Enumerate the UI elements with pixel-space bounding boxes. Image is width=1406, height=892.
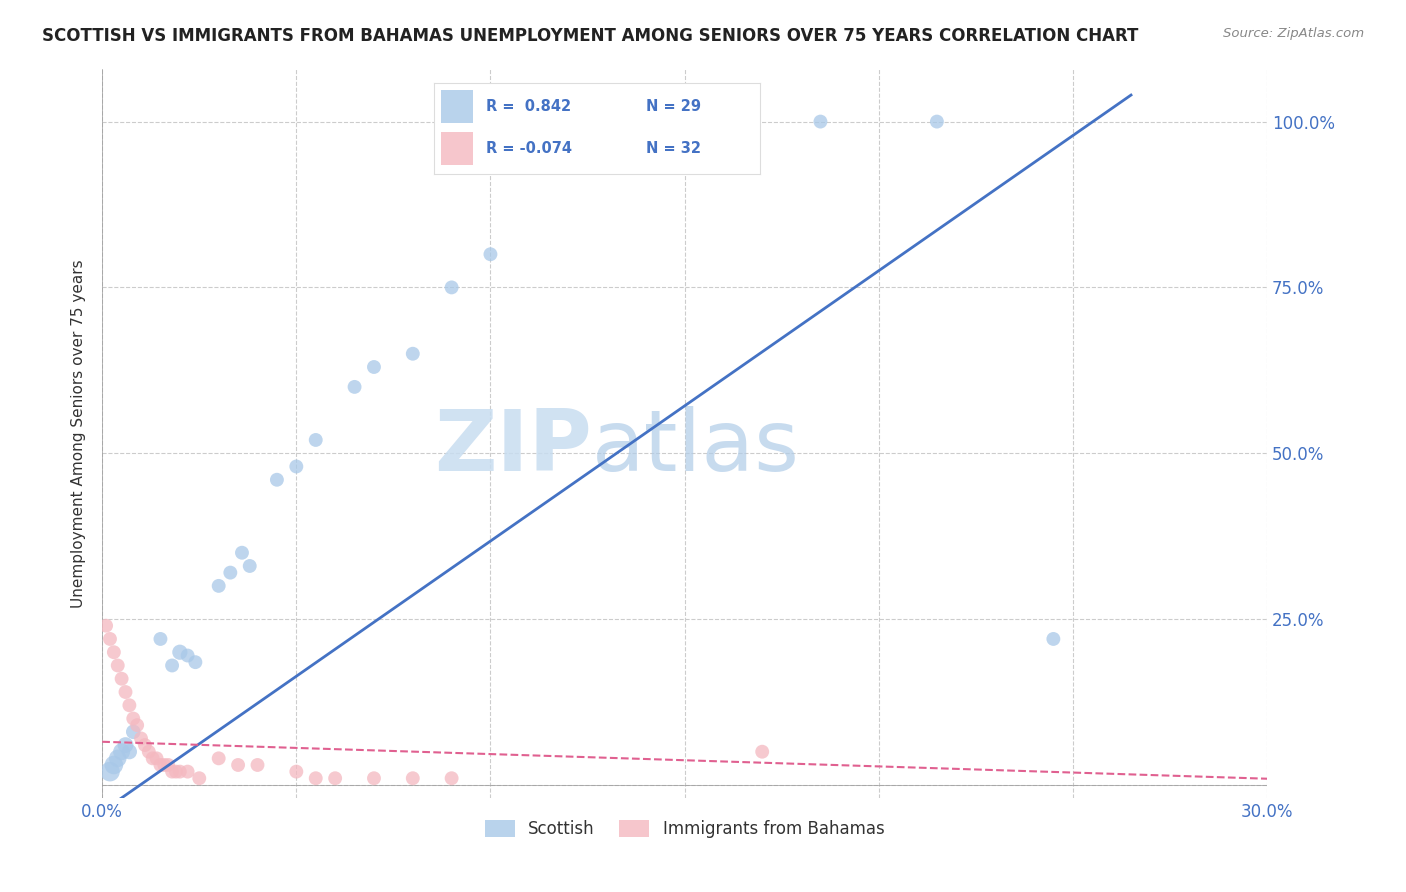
Point — [226, 758, 249, 772]
Point — [142, 751, 165, 765]
Point — [94, 618, 117, 632]
Point — [402, 347, 425, 361]
Point — [169, 645, 191, 659]
Text: ZIP: ZIP — [433, 407, 592, 490]
Text: atlas: atlas — [592, 407, 800, 490]
Point — [122, 712, 145, 726]
Point — [160, 658, 183, 673]
Text: Source: ZipAtlas.com: Source: ZipAtlas.com — [1223, 27, 1364, 40]
Point — [208, 579, 231, 593]
Point — [925, 114, 948, 128]
Point — [149, 758, 172, 772]
Point — [127, 718, 149, 732]
Point — [169, 764, 191, 779]
Point — [114, 738, 136, 752]
Point — [149, 632, 172, 646]
Legend: Scottish, Immigrants from Bahamas: Scottish, Immigrants from Bahamas — [478, 813, 891, 845]
Point — [138, 745, 160, 759]
Point — [246, 758, 269, 772]
Point — [363, 359, 385, 374]
Point — [231, 546, 253, 560]
Y-axis label: Unemployment Among Seniors over 75 years: Unemployment Among Seniors over 75 years — [72, 259, 86, 607]
Point — [111, 672, 134, 686]
Point — [440, 280, 463, 294]
Point — [153, 758, 176, 772]
Point — [165, 764, 187, 779]
Point — [111, 745, 134, 759]
Point — [98, 632, 121, 646]
Text: SCOTTISH VS IMMIGRANTS FROM BAHAMAS UNEMPLOYMENT AMONG SENIORS OVER 75 YEARS COR: SCOTTISH VS IMMIGRANTS FROM BAHAMAS UNEM… — [42, 27, 1139, 45]
Point — [107, 751, 129, 765]
Point — [114, 685, 136, 699]
Point — [103, 645, 125, 659]
Point — [118, 745, 141, 759]
Point — [343, 380, 366, 394]
Point — [596, 114, 619, 128]
Point — [107, 658, 129, 673]
Point — [266, 473, 288, 487]
Point — [103, 758, 125, 772]
Point — [160, 764, 183, 779]
Point — [176, 764, 198, 779]
Point — [810, 114, 832, 128]
Point — [98, 764, 121, 779]
Point — [208, 751, 231, 765]
Point — [188, 771, 211, 785]
Point — [363, 771, 385, 785]
Point — [440, 771, 463, 785]
Point — [285, 459, 308, 474]
Point — [134, 738, 156, 752]
Point — [693, 114, 716, 128]
Point — [176, 648, 198, 663]
Point — [145, 751, 167, 765]
Point — [285, 764, 308, 779]
Point — [129, 731, 152, 746]
Point — [305, 433, 328, 447]
Point — [219, 566, 242, 580]
Point — [305, 771, 328, 785]
Point — [479, 247, 502, 261]
Point — [402, 771, 425, 785]
Point — [122, 724, 145, 739]
Point — [184, 655, 207, 669]
Point — [323, 771, 346, 785]
Point — [751, 745, 773, 759]
Point — [118, 698, 141, 713]
Point — [239, 559, 262, 574]
Point — [1042, 632, 1064, 646]
Point — [157, 758, 180, 772]
